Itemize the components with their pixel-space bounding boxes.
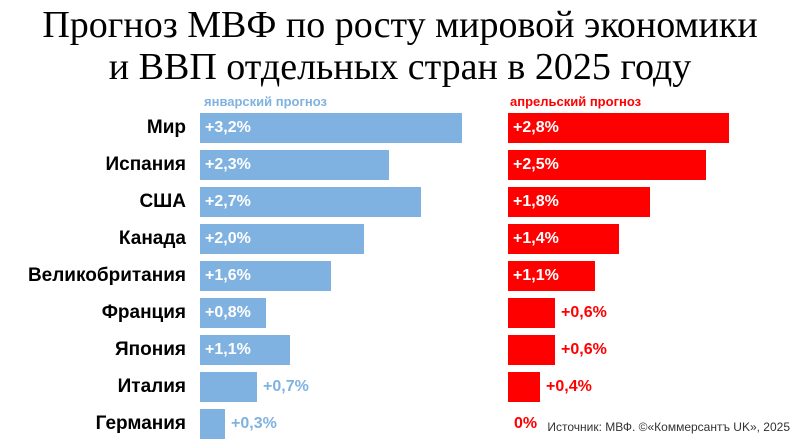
january-bar [200, 409, 225, 439]
category-label: Канада [118, 228, 186, 249]
january-bar [200, 113, 462, 143]
january-value-label: +2,7% [205, 193, 251, 210]
january-value-label: +0,7% [263, 378, 309, 395]
april-value-label: +1,1% [513, 267, 559, 284]
january-bar [200, 372, 257, 402]
january-bar [200, 335, 290, 365]
category-label: Франция [101, 302, 186, 323]
april-value-label: +1,4% [513, 230, 559, 247]
source-note: Источник: МВФ. ©«Коммерсантъ UK», 2025 [547, 420, 790, 434]
january-bar [200, 261, 331, 291]
title-line-1: Прогноз МВФ по росту мировой экономики [42, 4, 758, 46]
category-label: Германия [95, 413, 186, 434]
april-bar [508, 150, 706, 180]
april-value-label: +0,6% [561, 304, 607, 321]
category-label: Япония [115, 339, 186, 360]
category-label: Великобритания [27, 265, 186, 286]
april-value-label: 0% [514, 415, 538, 432]
april-bar [508, 187, 650, 217]
april-value-label: +0,6% [561, 341, 607, 358]
january-bar [200, 224, 364, 254]
january-value-label: +1,6% [205, 267, 251, 284]
january-bar [200, 187, 421, 217]
january-bar [200, 150, 389, 180]
january-value-label: +0,3% [231, 415, 277, 432]
category-label: Испания [105, 154, 186, 175]
category-label: Италия [117, 376, 186, 397]
january-bar [200, 298, 266, 328]
title-line-2: и ВВП отдельных стран в 2025 году [108, 46, 692, 88]
april-bar [508, 224, 619, 254]
april-value-label: +1,8% [513, 193, 559, 210]
category-label: США [139, 191, 186, 212]
category-label: Мир [146, 117, 186, 138]
january-value-label: +2,3% [205, 156, 251, 173]
april-value-label: +0,4% [546, 378, 592, 395]
january-value-label: +2,0% [205, 230, 251, 247]
april-bar [508, 335, 555, 365]
january-value-label: +0,8% [205, 304, 251, 321]
april-bar [508, 113, 729, 143]
april-bar [508, 261, 595, 291]
january-value-label: +1,1% [205, 341, 251, 358]
legend-january: январский прогноз [204, 94, 327, 109]
january-value-label: +3,2% [205, 119, 251, 136]
april-value-label: +2,8% [513, 119, 559, 136]
april-value-label: +2,5% [513, 156, 559, 173]
legend-april: апрельский прогноз [510, 94, 642, 109]
april-bar [508, 372, 540, 402]
april-bar [508, 298, 555, 328]
chart-title: Прогноз МВФ по росту мировой экономики и… [0, 4, 800, 88]
